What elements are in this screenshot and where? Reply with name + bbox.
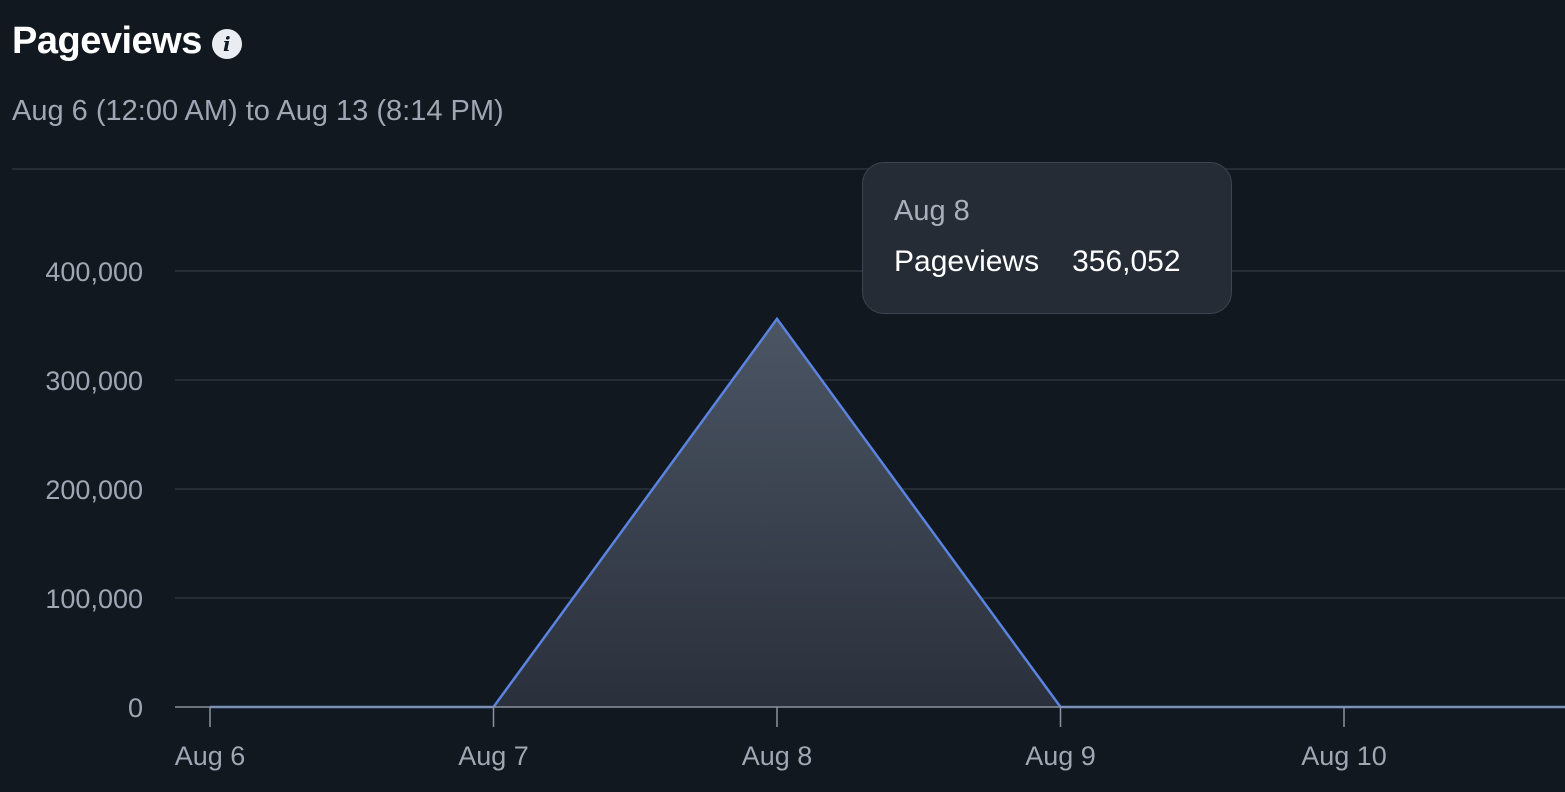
x-tick-label: Aug 10 <box>1301 741 1387 771</box>
y-tick-label: 0 <box>128 693 143 723</box>
chart-tooltip: Aug 8 Pageviews 356,052 <box>862 162 1232 314</box>
header: Pageviews i <box>12 20 242 63</box>
x-tick-label: Aug 7 <box>458 741 529 771</box>
x-tick-label: Aug 6 <box>175 741 246 771</box>
y-tick-label: 300,000 <box>45 366 143 396</box>
y-tick-label: 400,000 <box>45 257 143 287</box>
tooltip-date: Aug 8 <box>894 195 970 227</box>
info-icon[interactable]: i <box>211 28 242 59</box>
y-tick-label: 200,000 <box>45 475 143 505</box>
x-tick-label: Aug 8 <box>742 741 813 771</box>
tooltip-series-value: 356,052 <box>1072 245 1181 278</box>
tooltip-row: Pageviews 356,052 <box>894 245 1199 279</box>
pageviews-area-fill <box>210 318 1565 707</box>
page-title: Pageviews <box>12 20 202 62</box>
date-range-subtitle: Aug 6 (12:00 AM) to Aug 13 (8:14 PM) <box>12 95 504 127</box>
x-tick-label: Aug 9 <box>1025 741 1096 771</box>
tooltip-series-label: Pageviews <box>894 245 1040 278</box>
y-tick-label: 100,000 <box>45 584 143 614</box>
